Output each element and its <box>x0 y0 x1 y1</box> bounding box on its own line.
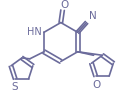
Text: HN: HN <box>27 27 42 37</box>
Text: O: O <box>60 0 68 10</box>
Text: N: N <box>89 11 97 21</box>
Text: O: O <box>92 80 101 90</box>
Text: S: S <box>11 82 18 92</box>
